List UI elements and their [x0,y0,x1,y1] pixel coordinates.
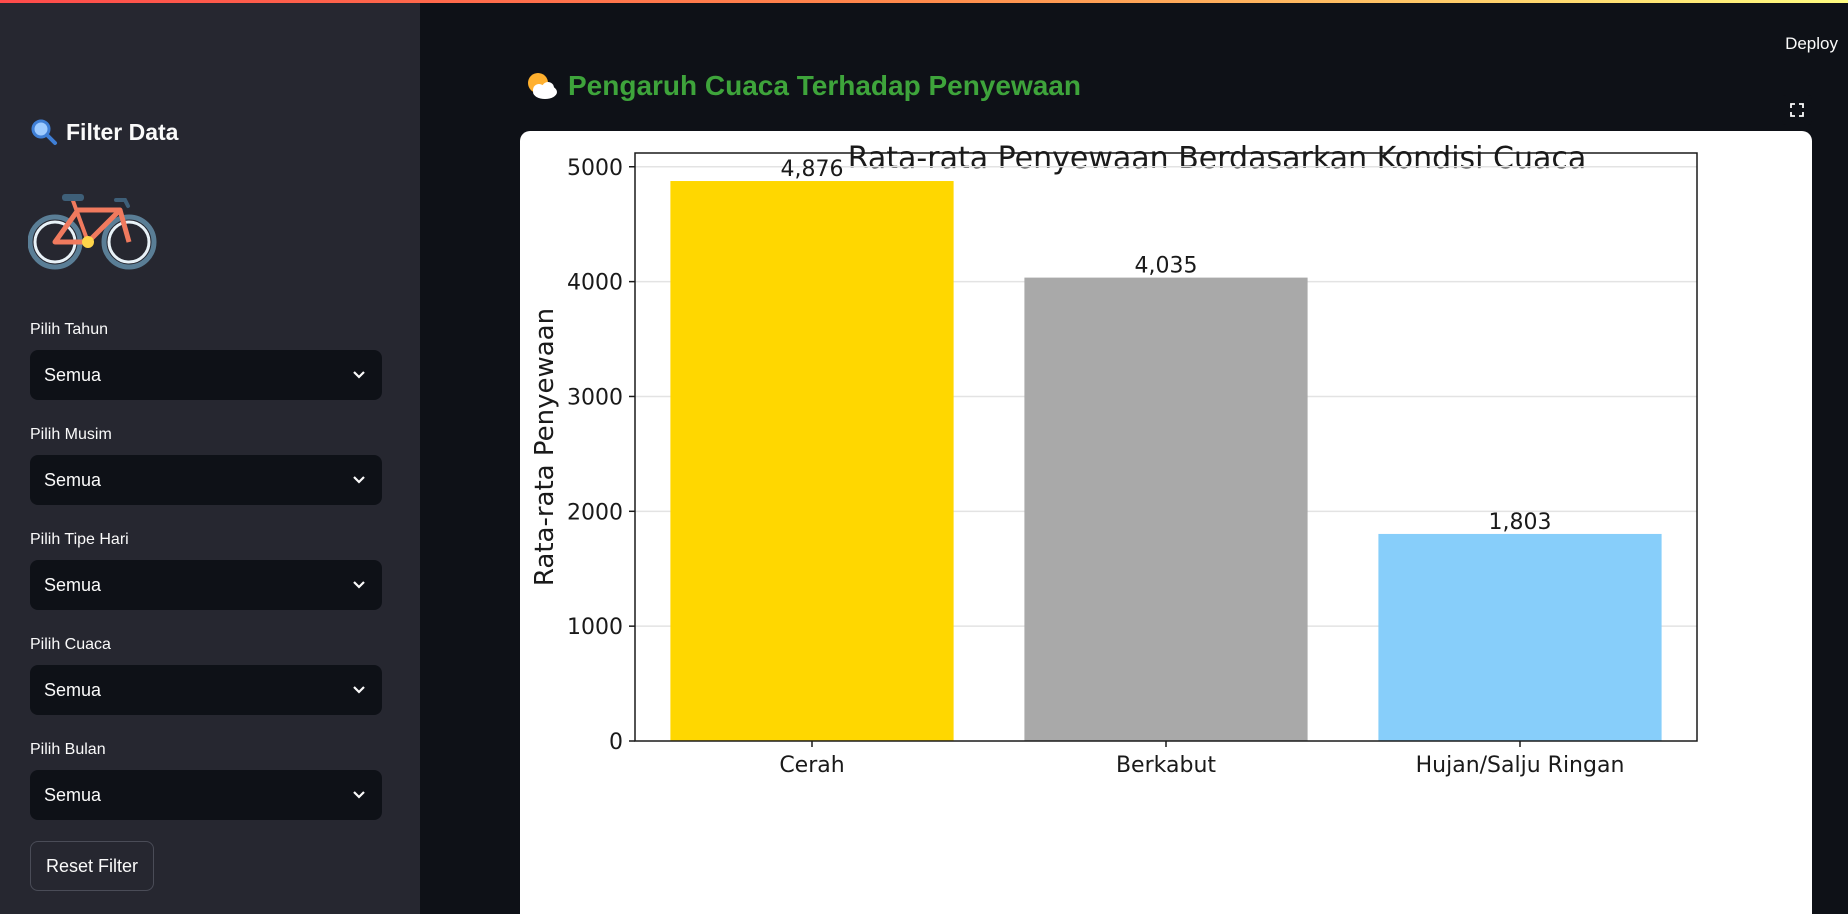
chevron-down-icon [353,476,365,484]
deploy-button[interactable]: Deploy [1785,34,1838,53]
page-title-text: Pengaruh Cuaca Terhadap Penyewaan [568,70,1081,101]
bar-chart-svg: Rata-rata Penyewaan Berdasarkan Kondisi … [530,141,1698,778]
sidebar: Filter Data Pilih Tahun Semua Pilih Musi… [0,0,420,914]
y-axis-label: Rata-rata Penyewaan [530,308,560,586]
season-select[interactable]: Semua [30,455,382,505]
y-ticks: 0 1000 2000 3000 4000 5000 [567,156,635,755]
weather-select-value: Semua [44,679,102,700]
fullscreen-button[interactable] [1782,95,1812,125]
month-select-value: Semua [44,784,102,805]
y-tick-label: 5000 [567,156,623,181]
filter-daytype: Pilih Tipe Hari Semua [30,530,382,610]
y-tick-label: 0 [609,730,623,755]
filter-year-label: Pilih Tahun [30,321,108,338]
season-select-value: Semua [44,469,102,490]
plot-frame [634,152,1698,742]
filter-weather: Pilih Cuaca Semua [30,635,382,715]
page-title: Pengaruh Cuaca Terhadap Penyewaan [524,70,1081,102]
x-ticks: Cerah Berkabut Hujan/Salju Ringan [779,741,1624,778]
filter-month: Pilih Bulan Semua [30,740,382,820]
sidebar-header: Filter Data [30,118,178,146]
reset-filter-button[interactable]: Reset Filter [30,841,154,891]
filter-month-label: Pilih Bulan [30,741,106,758]
month-select[interactable]: Semua [30,770,382,820]
filter-season: Pilih Musim Semua [30,425,382,505]
chevron-down-icon [353,791,365,799]
bar-cerah [670,181,954,742]
chevron-down-icon [353,371,365,379]
chevron-down-icon [353,686,365,694]
sun-behind-cloud-icon [528,73,557,99]
daytype-select[interactable]: Semua [30,560,382,610]
y-tick-label: 4000 [567,271,623,296]
data-label: 4,035 [1135,254,1198,279]
x-tick-label: Berkabut [1116,753,1216,778]
bar-berkabut [1024,277,1308,741]
bars [670,181,1662,742]
weather-select[interactable]: Semua [30,665,382,715]
filter-season-label: Pilih Musim [30,426,112,443]
fullscreen-icon [1790,103,1804,117]
data-label: 1,803 [1489,510,1552,535]
bar-chart: Rata-rata Penyewaan Berdasarkan Kondisi … [520,131,1812,914]
bicycle-icon [28,194,157,270]
year-select[interactable]: Semua [30,350,382,400]
x-tick-label: Hujan/Salju Ringan [1416,753,1625,778]
y-tick-label: 3000 [567,385,623,410]
data-label: 4,876 [781,157,844,182]
chevron-down-icon [353,581,365,589]
filter-weather-label: Pilih Cuaca [30,636,111,653]
x-tick-label: Cerah [779,753,844,778]
daytype-select-value: Semua [44,574,102,595]
filter-year: Pilih Tahun Semua [30,320,382,400]
filter-daytype-label: Pilih Tipe Hari [30,531,129,548]
top-decoration-stripe [0,0,1848,3]
magnifier-icon [31,119,57,145]
y-tick-label: 1000 [567,615,623,640]
sidebar-title: Filter Data [66,118,179,145]
data-labels: 4,876 4,035 1,803 [781,157,1552,535]
chart-title: Rata-rata Penyewaan Berdasarkan Kondisi … [848,141,1587,176]
y-tick-label: 2000 [567,500,623,525]
bar-hujan-salju-ringan [1378,533,1662,741]
year-select-value: Semua [44,364,102,385]
